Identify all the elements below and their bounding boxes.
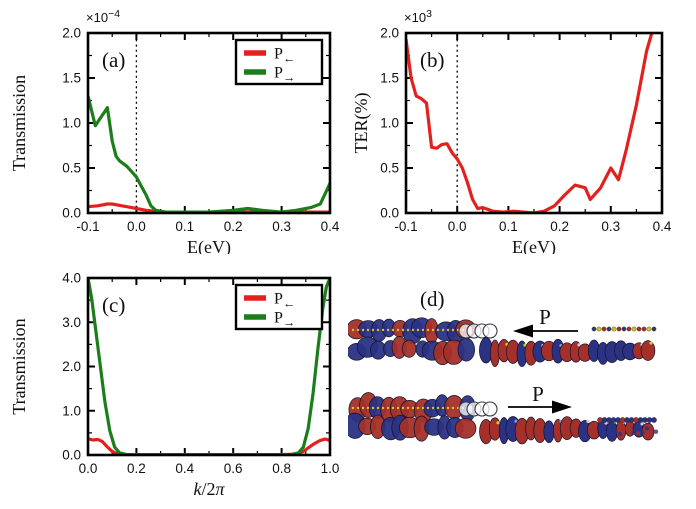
svg-text:-0.1: -0.1 <box>76 219 99 234</box>
plot-border <box>86 276 332 457</box>
axis-exponent: ×10−4 <box>86 8 120 25</box>
svg-text:2.0: 2.0 <box>62 359 81 374</box>
svg-text:0.0: 0.0 <box>127 219 146 234</box>
svg-text:2.0: 2.0 <box>380 26 399 41</box>
chart-panel-b: -0.1 0.0 0.1 0.2 0.3 0.40.00.51.01.52.0×103(b… <box>351 8 672 254</box>
svg-text:0.2: 0.2 <box>550 219 569 234</box>
svg-text:1.0: 1.0 <box>380 116 399 131</box>
legend: P←P→ <box>234 38 324 86</box>
svg-text:0.8: 0.8 <box>272 461 291 476</box>
molecule-structure-top <box>348 317 657 368</box>
y-axis-label: TER(%) <box>351 93 372 154</box>
chart-panel-a: -0.1 0.0 0.1 0.2 0.3 0.40.00.51.01.52.0×10−4(… <box>9 8 340 254</box>
svg-text:0.3: 0.3 <box>601 219 620 234</box>
legend: P←P→ <box>234 283 324 331</box>
plot-border <box>404 31 664 215</box>
series-group <box>88 95 330 213</box>
svg-text:4.0: 4.0 <box>62 271 81 286</box>
y-axis-label: Transmission <box>9 75 29 171</box>
panel-d-figure: (d) P P <box>348 287 659 445</box>
arrow-right-icon <box>508 400 572 414</box>
svg-text:3.0: 3.0 <box>62 315 81 330</box>
chart-panel-c: 0.0 0.2 0.4 0.6 0.8 1.0 0.0 1.0 2.0 3.0 4.0 (c) Tran… <box>9 271 339 500</box>
svg-text:1.0: 1.0 <box>62 116 81 131</box>
plot-border <box>86 31 332 215</box>
svg-text:0.5: 0.5 <box>62 161 81 176</box>
panel-d-letter: (d) <box>420 287 445 311</box>
svg-text:2.0: 2.0 <box>62 26 81 41</box>
svg-text:0.0: 0.0 <box>62 206 81 221</box>
svg-text:0.6: 0.6 <box>224 461 243 476</box>
y-axis-label: Transmission <box>9 318 29 414</box>
molecule-structure-bottom <box>348 392 659 445</box>
series-group <box>406 33 654 213</box>
x-axis-label: E(eV) <box>512 237 556 254</box>
svg-text:1.0: 1.0 <box>321 461 340 476</box>
svg-text:-0.1: -0.1 <box>394 219 417 234</box>
svg-text:0.0: 0.0 <box>62 448 81 463</box>
polarization-label-top: P <box>539 305 551 329</box>
svg-text:0.0: 0.0 <box>79 461 98 476</box>
panel-letter: (a) <box>102 48 125 72</box>
svg-text:0.0: 0.0 <box>380 206 399 221</box>
svg-text:0.0: 0.0 <box>448 219 467 234</box>
panel-letter: (c) <box>102 293 125 317</box>
axis-exponent: ×103 <box>404 8 432 25</box>
svg-text:0.2: 0.2 <box>127 461 146 476</box>
svg-text:0.4: 0.4 <box>321 219 340 234</box>
arrow-left-icon <box>513 324 578 338</box>
svg-text:0.1: 0.1 <box>175 219 194 234</box>
svg-text:0.1: 0.1 <box>499 219 518 234</box>
panel-letter: (b) <box>420 48 445 72</box>
svg-text:0.3: 0.3 <box>272 219 291 234</box>
series-line-P→ <box>88 95 330 213</box>
tick-labels: -0.1 0.0 0.1 0.2 0.3 0.40.00.51.01.52.0 <box>62 26 340 235</box>
tick-labels: 0.0 0.2 0.4 0.6 0.8 1.0 0.0 1.0 2.0 3.0 4.0 <box>62 271 339 477</box>
tick-labels: -0.1 0.0 0.1 0.2 0.3 0.40.00.51.01.52.0 <box>380 26 672 235</box>
svg-text:0.2: 0.2 <box>224 219 243 234</box>
x-axis-label: E(eV) <box>187 237 231 254</box>
legend-label: P← <box>274 291 295 311</box>
svg-text:1.5: 1.5 <box>380 71 399 86</box>
svg-text:0.4: 0.4 <box>175 461 194 476</box>
svg-text:0.5: 0.5 <box>380 161 399 176</box>
x-axis-label: k/2π <box>193 479 225 499</box>
svg-text:0.4: 0.4 <box>653 219 672 234</box>
polarization-label-bottom: P <box>532 382 544 406</box>
svg-text:1.5: 1.5 <box>62 71 81 86</box>
series-line-TER <box>406 33 654 213</box>
svg-text:1.0: 1.0 <box>62 403 81 418</box>
